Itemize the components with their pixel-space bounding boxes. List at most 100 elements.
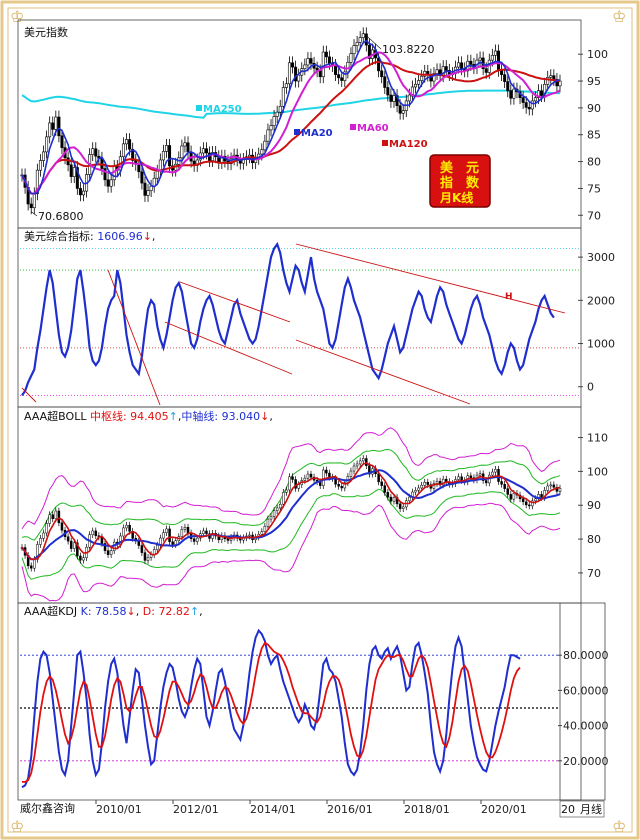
boll-candle-body	[66, 536, 70, 542]
candle-body	[509, 90, 513, 99]
candle-body	[78, 188, 82, 196]
boll-candle-body	[337, 483, 340, 487]
boll-candle-body	[392, 497, 396, 502]
boll-axis-tick-label: 90	[587, 499, 601, 512]
boll-candle-body	[48, 514, 51, 524]
boll-candle-body	[309, 473, 313, 478]
candle-body	[186, 142, 190, 153]
candle-body	[146, 190, 150, 196]
candle-body	[540, 90, 544, 96]
corner-ornament-br: ♔	[612, 817, 626, 836]
kdj-k-down-arrow: ↓	[127, 605, 136, 618]
kdj-d-line	[22, 641, 521, 783]
ma60-line	[21, 51, 561, 195]
ma120-legend-swatch	[382, 140, 388, 146]
inner-border	[7, 7, 633, 833]
boll-candle-body	[494, 469, 497, 473]
candle-body	[284, 83, 288, 88]
x-tick-label: 2016/01	[327, 803, 373, 816]
boll-title: AAA超BOLL 中枢线: 94.405↑,中轴线: 93.040↓,	[24, 409, 273, 423]
candle-body	[29, 203, 33, 209]
boll-candle-body	[457, 476, 460, 480]
composite-title-text: 美元综合指标	[24, 229, 90, 243]
kdj-k-line	[21, 628, 521, 789]
x-tick-label: 2018/01	[404, 803, 450, 816]
boll-candle-body	[94, 530, 98, 536]
boll-candle-body	[260, 531, 264, 535]
boll-candle-body	[45, 523, 48, 534]
composite-down-arrow: ↓	[143, 230, 152, 243]
candle-body	[106, 179, 110, 187]
candle-body	[321, 51, 325, 78]
high-annotation: 103.8220	[382, 43, 435, 56]
boll-candle-body	[386, 492, 390, 498]
boll-middle-line	[21, 462, 561, 560]
composite-line	[21, 241, 555, 397]
candle-body	[318, 70, 322, 78]
ma20-legend-label: MA20	[301, 128, 333, 139]
x-tick-label: 2010/01	[96, 803, 142, 816]
candle-body	[478, 57, 482, 61]
candle-body	[75, 167, 79, 189]
candle-body	[35, 169, 39, 195]
candle-body	[109, 179, 113, 187]
candle-body	[444, 66, 448, 71]
candle-body	[361, 33, 365, 38]
boll-candle-body	[534, 498, 537, 502]
boll-candle-body	[358, 460, 362, 465]
boll-candle-body	[73, 542, 76, 549]
candle-body	[81, 190, 85, 196]
ma250-line	[21, 89, 561, 119]
candle-body	[334, 65, 338, 75]
footer-right-label: 20	[561, 803, 575, 816]
trend-line	[21, 387, 37, 403]
kdj-tick-label: 40.0000	[563, 720, 609, 733]
candle-body	[161, 151, 165, 161]
boll-candle-body	[171, 541, 174, 545]
boll-candle-body	[248, 534, 251, 537]
candle-body	[457, 62, 461, 68]
boll-candle-body	[325, 469, 328, 474]
boll-candle-body	[503, 483, 506, 489]
boll-axis-label: 中轴线: 93.040	[181, 409, 260, 423]
candle-body	[401, 110, 405, 114]
candle-body	[503, 74, 507, 82]
boll-candle-body	[303, 477, 307, 481]
boll-candle-body	[42, 532, 45, 539]
candle-body	[309, 58, 313, 64]
boll-candle-body	[109, 550, 113, 555]
boll-candle-body	[288, 476, 291, 491]
candle-body	[417, 80, 421, 85]
boll-candle-body	[106, 550, 110, 555]
boll-candle-body	[51, 514, 54, 520]
boll-candle-body	[266, 518, 270, 527]
badge-char-3: 指	[440, 175, 453, 191]
candle-body	[527, 107, 531, 110]
candle-body	[291, 62, 295, 68]
candle-body	[263, 140, 267, 151]
candle-body	[407, 94, 411, 102]
boll-candle-body	[91, 530, 94, 535]
boll-candle-body	[263, 525, 267, 532]
boll-candle-body	[29, 565, 33, 569]
kdj-k-label: K: 78.58	[81, 605, 127, 618]
candle-body	[343, 71, 347, 81]
boll-candle-body	[76, 542, 79, 557]
boll-candle-body	[426, 481, 430, 485]
boll-candle-body	[512, 493, 516, 500]
candle-body	[140, 171, 144, 184]
candle-body	[137, 163, 141, 173]
footer-left-label: 威尔鑫咨询	[20, 801, 75, 815]
candle-body	[201, 148, 205, 154]
boll-middle-up-arrow: ↑	[169, 410, 178, 423]
candle-body	[414, 83, 418, 88]
footer-right-box	[559, 800, 605, 818]
candle-body	[367, 44, 371, 59]
panel-2-border	[17, 227, 582, 408]
boll-candle-body	[343, 482, 347, 489]
candle-body	[490, 54, 494, 61]
boll-candle-body	[275, 507, 279, 511]
boll-axis-tick-label: 100	[587, 465, 608, 478]
boll-outer-upper	[21, 427, 561, 530]
candle-body	[69, 164, 73, 177]
